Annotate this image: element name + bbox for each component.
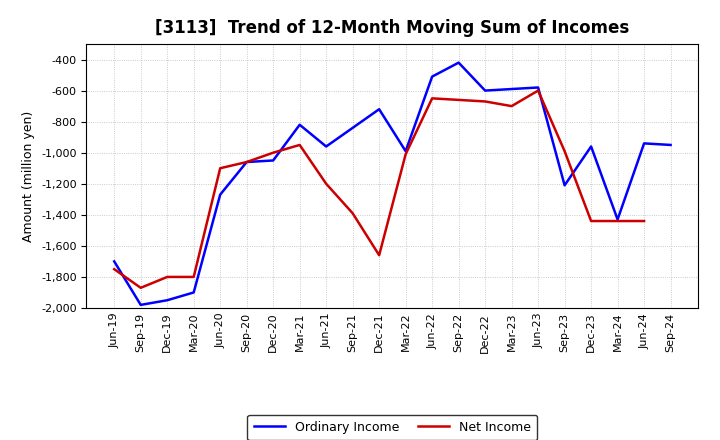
Ordinary Income bbox=[666, 142, 675, 147]
Title: [3113]  Trend of 12-Month Moving Sum of Incomes: [3113] Trend of 12-Month Moving Sum of I… bbox=[156, 19, 629, 37]
Ordinary Income bbox=[587, 144, 595, 149]
Net Income bbox=[216, 165, 225, 171]
Ordinary Income bbox=[216, 192, 225, 197]
Net Income bbox=[322, 181, 330, 187]
Net Income bbox=[163, 274, 171, 279]
Net Income bbox=[401, 152, 410, 157]
Line: Net Income: Net Income bbox=[114, 91, 644, 288]
Net Income bbox=[481, 99, 490, 104]
Ordinary Income bbox=[428, 74, 436, 79]
Ordinary Income bbox=[322, 144, 330, 149]
Ordinary Income bbox=[534, 85, 542, 90]
Legend: Ordinary Income, Net Income: Ordinary Income, Net Income bbox=[248, 414, 537, 440]
Net Income bbox=[243, 159, 251, 165]
Net Income bbox=[534, 88, 542, 93]
Net Income bbox=[560, 149, 569, 154]
Ordinary Income bbox=[163, 297, 171, 303]
Net Income bbox=[189, 274, 198, 279]
Net Income bbox=[587, 218, 595, 224]
Ordinary Income bbox=[295, 122, 304, 128]
Ordinary Income bbox=[560, 183, 569, 188]
Net Income bbox=[295, 142, 304, 147]
Ordinary Income bbox=[640, 141, 649, 146]
Ordinary Income bbox=[269, 158, 277, 163]
Net Income bbox=[110, 267, 119, 272]
Ordinary Income bbox=[481, 88, 490, 93]
Net Income bbox=[375, 253, 384, 258]
Net Income bbox=[640, 218, 649, 224]
Ordinary Income bbox=[375, 106, 384, 112]
Net Income bbox=[136, 285, 145, 290]
Ordinary Income bbox=[348, 125, 357, 131]
Net Income bbox=[348, 211, 357, 216]
Y-axis label: Amount (million yen): Amount (million yen) bbox=[22, 110, 35, 242]
Ordinary Income bbox=[110, 259, 119, 264]
Line: Ordinary Income: Ordinary Income bbox=[114, 62, 670, 305]
Ordinary Income bbox=[136, 302, 145, 308]
Net Income bbox=[508, 103, 516, 109]
Ordinary Income bbox=[401, 149, 410, 154]
Ordinary Income bbox=[454, 60, 463, 65]
Ordinary Income bbox=[613, 217, 622, 222]
Net Income bbox=[428, 96, 436, 101]
Ordinary Income bbox=[508, 86, 516, 92]
Net Income bbox=[454, 97, 463, 103]
Net Income bbox=[613, 218, 622, 224]
Net Income bbox=[269, 150, 277, 155]
Ordinary Income bbox=[243, 159, 251, 165]
Ordinary Income bbox=[189, 290, 198, 295]
